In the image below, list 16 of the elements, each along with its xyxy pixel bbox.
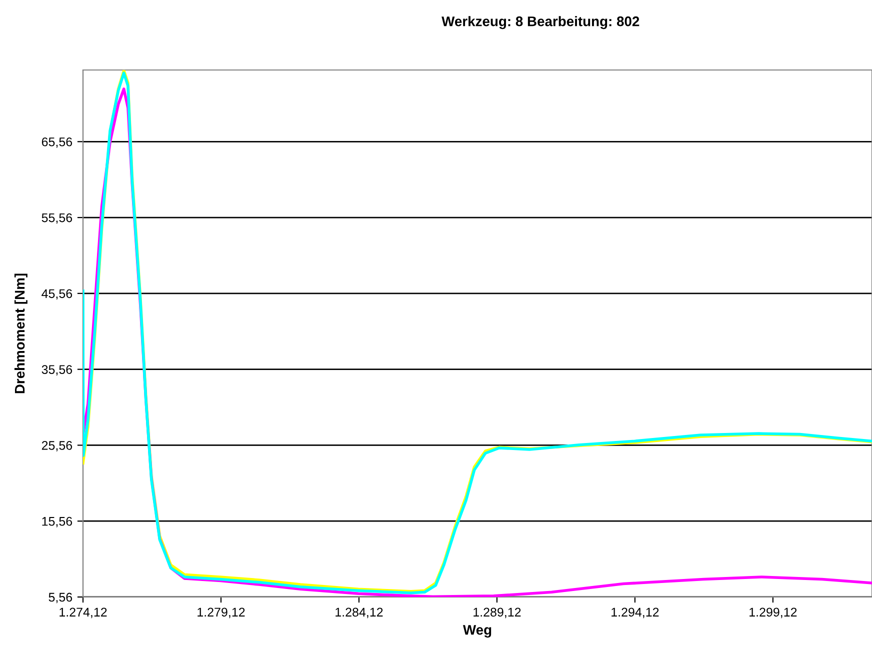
y-tick-label: 5,56 bbox=[48, 592, 72, 604]
y-axis-title: Drehmoment [Nm] bbox=[14, 274, 28, 394]
y-tick-label: 25,56 bbox=[42, 441, 72, 452]
y-tick-label: 35,56 bbox=[42, 365, 72, 376]
y-tick-label: 65,56 bbox=[42, 137, 72, 148]
x-axis-title: Weg bbox=[462, 625, 492, 638]
x-tick-label: 1.294,12 bbox=[612, 608, 659, 618]
y-tick-label: 45,56 bbox=[42, 289, 72, 300]
y-tick-label: 55,56 bbox=[42, 213, 72, 224]
x-tick-label: 1.299,12 bbox=[750, 608, 797, 618]
y-tick-label: 15,56 bbox=[42, 516, 72, 528]
chart-title: Werkzeug: 8 Bearbeitung: 802 bbox=[442, 16, 640, 30]
x-tick-label: 1.289,12 bbox=[474, 608, 521, 618]
x-tick-label: 1.274,12 bbox=[60, 608, 107, 618]
x-tick-label: 1.284,12 bbox=[336, 608, 383, 618]
x-tick-label: 1.279,12 bbox=[198, 608, 245, 618]
